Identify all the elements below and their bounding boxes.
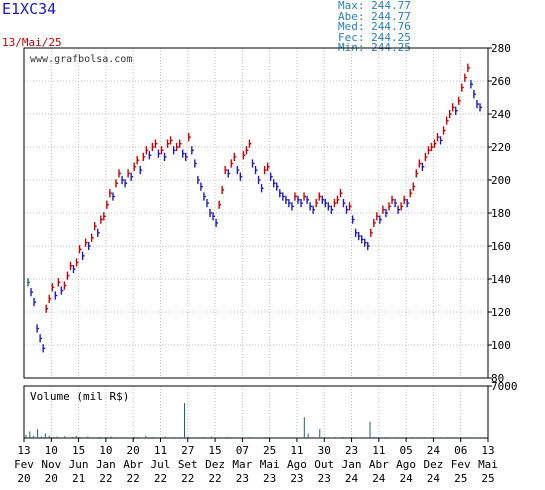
price-series [27,63,482,353]
volume-y-tick-labels: 7000 [488,380,518,393]
x-tick-day: 07 [236,444,249,457]
x-tick-year: 24 [372,472,386,485]
price-y-tick-label: 100 [491,339,511,352]
x-tick-month: Dez [423,458,443,471]
x-tick-month: Out [314,458,334,471]
x-tick-day: 06 [454,444,467,457]
price-y-tick-label: 240 [491,108,511,121]
x-tick-year: 24 [427,472,441,485]
volume-title: Volume (mil R$) [30,390,129,403]
x-tick-month: Mar [232,458,252,471]
x-tick-year: 21 [72,472,85,485]
x-tick-month: Jul [151,458,171,471]
stat-close: Fec: 244.25 [338,30,411,44]
x-tick-day: 15 [208,444,221,457]
x-tick-day: 15 [72,444,85,457]
price-y-tick-label: 200 [491,174,511,187]
x-tick-day: 20 [127,444,140,457]
price-y-tick-label: 220 [491,141,511,154]
price-y-tick-label: 80 [491,372,504,385]
watermark-text: www.grafbolsa.com [30,54,132,65]
x-tick-month: Fev [14,458,34,471]
x-tick-day: 30 [318,444,331,457]
x-tick-year: 24 [345,472,359,485]
x-tick-year: 22 [208,472,221,485]
x-tick-month: Fev [451,458,471,471]
x-tick-month: Ago [396,458,416,471]
x-tick-month: Mai [260,458,280,471]
price-y-tick-label: 260 [491,75,511,88]
price-grid [24,48,488,378]
x-tick-month: Abr [123,458,143,471]
x-tick-year: 25 [481,472,494,485]
x-tick-year: 20 [45,472,58,485]
quote-date: 13/Mai/25 [2,36,62,49]
x-tick-year: 23 [318,472,331,485]
x-tick-year: 25 [454,472,467,485]
x-tick-month: Dez [205,458,225,471]
x-tick-year: 23 [236,472,249,485]
x-tick-year: 22 [181,472,194,485]
x-tick-day: 13 [481,444,494,457]
price-y-tick-label: 280 [491,42,511,55]
x-tick-month: Mai [478,458,498,471]
x-tick-day: 27 [181,444,194,457]
x-tick-year: 23 [263,472,276,485]
volume-plot-frame [23,385,489,439]
x-tick-day: 24 [427,444,441,457]
volume-y-tick-label: 7000 [491,380,518,393]
x-tick-day: 05 [399,444,412,457]
x-tick-year: 22 [154,472,167,485]
x-tick-day: 11 [290,444,303,457]
x-axis-labels: 13Fev2010Nov2015Jun2110Jan2220Abr2211Jul… [14,438,498,485]
volume-bars [25,403,487,438]
price-y-tick-label: 180 [491,207,511,220]
stat-max: Max: 244.77 [338,0,411,12]
x-tick-year: 22 [127,472,140,485]
x-tick-day: 10 [99,444,112,457]
x-tick-month: Jan [96,458,116,471]
x-tick-month: Jan [342,458,362,471]
x-tick-day: 25 [263,444,276,457]
x-tick-day: 10 [45,444,58,457]
x-tick-month: Ago [287,458,307,471]
x-tick-month: Jun [69,458,89,471]
x-tick-day: 23 [345,444,358,457]
x-tick-day: 11 [154,444,167,457]
x-tick-day: 13 [17,444,30,457]
price-y-tick-labels: 80 100 120 140 160 180 200 220 240 260 280 [488,42,511,385]
x-tick-month: Set [178,458,198,471]
x-tick-year: 22 [99,472,112,485]
x-tick-month: Abr [369,458,389,471]
stat-avg: Med: 244.76 [338,20,411,34]
x-tick-year: 23 [290,472,303,485]
stat-open: Abe: 244.77 [338,9,411,23]
price-y-tick-label: 160 [491,240,511,253]
x-tick-month: Nov [41,458,61,471]
x-tick-year: 24 [399,472,413,485]
ticker-symbol: E1XC34 [2,0,57,18]
price-y-tick-label: 120 [491,306,511,319]
x-tick-day: 11 [372,444,385,457]
price-y-tick-label: 140 [491,273,511,286]
x-tick-year: 20 [17,472,30,485]
